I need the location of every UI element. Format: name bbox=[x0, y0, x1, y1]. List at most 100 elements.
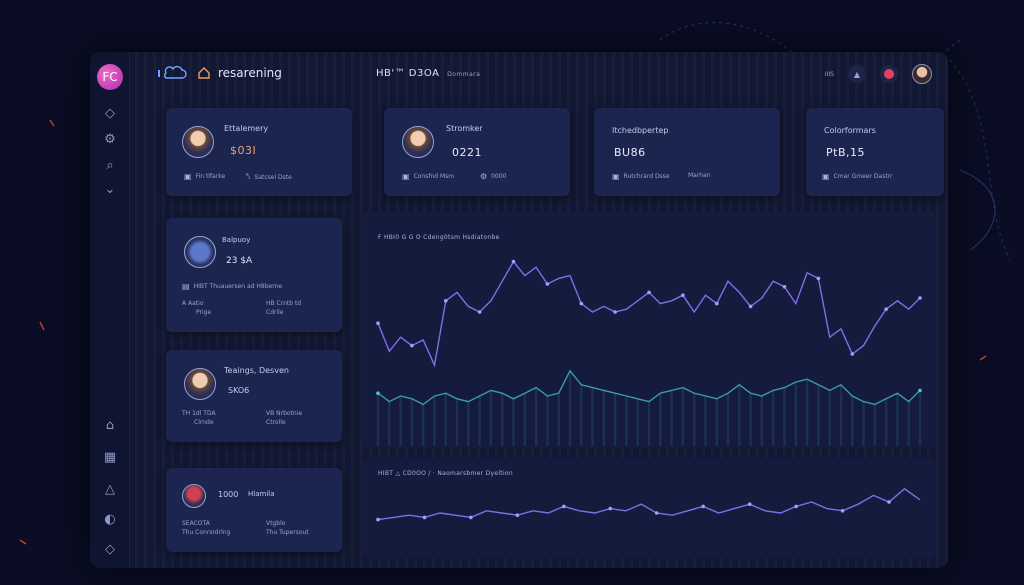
gamepad-icon[interactable]: ⌂ bbox=[105, 418, 115, 433]
main-line-chart bbox=[376, 259, 922, 446]
series-2-bar bbox=[591, 387, 594, 446]
link-icon: ⤣ bbox=[246, 172, 251, 181]
side-card-meta: HB Crntb td Cdrile bbox=[266, 300, 302, 316]
card-icon: ▣ bbox=[402, 172, 410, 181]
side-card-value: 1000 bbox=[218, 490, 239, 499]
stat-meta: ▣ Fin tlfarke bbox=[184, 172, 226, 181]
calendar-icon[interactable]: ▦ bbox=[103, 450, 117, 465]
brand-name: resarening bbox=[218, 66, 282, 80]
stat-label: Stromker bbox=[446, 124, 483, 133]
series-2-bar bbox=[873, 404, 876, 446]
stat-value: 0221 bbox=[452, 146, 482, 159]
series-1-line bbox=[377, 260, 921, 368]
chevron-down-icon[interactable]: ⌄ bbox=[104, 182, 116, 197]
series-2-bar bbox=[467, 401, 470, 446]
series-1-point bbox=[410, 343, 414, 348]
series-1-point bbox=[562, 504, 566, 509]
series-2-bar bbox=[399, 396, 402, 446]
series-2-bar bbox=[523, 393, 526, 446]
notifications-icon[interactable]: ▲ bbox=[848, 65, 866, 83]
series-2-bar bbox=[884, 398, 888, 446]
record-button[interactable] bbox=[880, 65, 898, 83]
side-card-meta: TH 1dl TDA Clrnde bbox=[182, 410, 216, 426]
stat-card-4[interactable]: Colorformars PtB,15 ▣ Cmar Gmeer Dastrr bbox=[806, 108, 944, 196]
series-1-point bbox=[701, 504, 705, 509]
series-1-point bbox=[884, 307, 888, 311]
series-1-point bbox=[816, 276, 821, 281]
series-1-point bbox=[469, 515, 473, 520]
series-2-bar bbox=[839, 384, 843, 446]
side-card-meta: SEACOTA Thu Conrsrdrlng bbox=[182, 520, 231, 536]
chart-title: F HBI0 G G O Cdeng0tsm Hsdiatonbe bbox=[378, 234, 500, 241]
dashboard-window: FC ◇ ⚙ ⌕ ⌄ ⌂ ▦ △ ◐ ◇ resarening HB'™ D3O… bbox=[90, 52, 948, 568]
series-1-point bbox=[647, 290, 651, 295]
page-title: HB'™ D3OA Dommara bbox=[376, 68, 480, 79]
tag-icon: ▤ bbox=[182, 282, 190, 291]
series-2-bar bbox=[444, 393, 447, 446]
stat-value: $03I bbox=[230, 144, 257, 157]
side-card-line: ▤ HIBT Thuauersen ad H8berne bbox=[182, 282, 283, 291]
series-2-bar bbox=[817, 384, 820, 446]
stat-meta: ▣ Rutchrard Dsse bbox=[612, 172, 670, 181]
top-label: IIIS bbox=[824, 70, 834, 78]
series-2-bar bbox=[478, 396, 481, 446]
side-card-3[interactable]: 1000 Hlamila SEACOTA Thu Conrsrdrlng Vtgb… bbox=[166, 468, 342, 552]
series-2-bar bbox=[760, 396, 764, 446]
settings-diamond-icon[interactable]: ◇ bbox=[105, 542, 115, 557]
avatar bbox=[402, 126, 434, 158]
series-2-bar bbox=[501, 393, 504, 446]
app-logo[interactable]: FC bbox=[97, 64, 123, 90]
series-2-bar bbox=[636, 398, 639, 446]
side-card-meta: A Aatio Prige bbox=[182, 300, 212, 316]
side-card-label: Teaings, Desven bbox=[224, 366, 289, 375]
series-2-bar bbox=[862, 401, 865, 446]
series-1-point bbox=[545, 282, 550, 286]
series-1-point bbox=[376, 321, 380, 325]
series-2-bar bbox=[602, 390, 605, 446]
series-2-bar bbox=[828, 390, 831, 446]
stat-card-3[interactable]: Itchedbpertep BU86 ▣ Rutchrard Dsse Marha… bbox=[594, 108, 780, 196]
series-1-point bbox=[477, 310, 482, 314]
series-2-bar bbox=[896, 393, 899, 446]
stat-card-1[interactable]: Ettalemery $03I ▣ Fin tlfarke ⤣ Satcsel Ds… bbox=[166, 108, 352, 196]
chart-icon[interactable]: ◐ bbox=[104, 512, 116, 527]
stat-card-2[interactable]: Stromker 0221 ▣ Consfnd Msm ⚙ 0000 bbox=[384, 108, 570, 196]
side-card-value: 23 $A bbox=[226, 256, 253, 266]
series-1-point bbox=[422, 515, 427, 520]
side-card-value: SKO6 bbox=[228, 386, 250, 395]
series-1-point bbox=[654, 511, 659, 515]
search-icon[interactable]: ⌕ bbox=[106, 158, 114, 173]
series-1-point bbox=[794, 504, 798, 509]
gear-icon[interactable]: ⚙ bbox=[104, 132, 116, 147]
page-title-text: HB'™ D3OA bbox=[376, 68, 440, 79]
main-chart-panel: F HBI0 G G O Cdeng0tsm Hsdiatonbe bbox=[362, 212, 936, 448]
brand[interactable]: resarening bbox=[158, 65, 282, 80]
avatar bbox=[182, 484, 206, 508]
card-icon: ▣ bbox=[822, 172, 830, 181]
series-1-point bbox=[748, 304, 753, 309]
side-card-label: Hlamila bbox=[248, 490, 275, 498]
series-2-bar bbox=[613, 393, 617, 446]
series-2-bar bbox=[715, 398, 718, 446]
stat-meta: ▣ Consfnd Msm bbox=[402, 172, 455, 181]
series-2-bar bbox=[422, 404, 425, 446]
alert-icon[interactable]: △ bbox=[105, 482, 115, 497]
series-2-point bbox=[918, 388, 922, 393]
series-2-bar bbox=[376, 393, 380, 446]
top-bar: resarening HB'™ D3OA Dommara IIIS ▲ bbox=[130, 52, 948, 98]
stat-value: PtB,15 bbox=[826, 146, 865, 159]
side-card-1[interactable]: Balpuoy 23 $A ▤ HIBT Thuauersen ad H8bern… bbox=[166, 218, 342, 332]
series-2-bar bbox=[489, 390, 493, 446]
series-1-point bbox=[782, 285, 787, 289]
user-avatar[interactable] bbox=[912, 64, 932, 84]
diamond-icon[interactable]: ◇ bbox=[105, 106, 115, 121]
avatar bbox=[184, 236, 216, 268]
series-1-point bbox=[515, 513, 520, 517]
series-1-point bbox=[579, 301, 584, 306]
series-1-point bbox=[613, 310, 617, 314]
stat-meta: ⚙ 0000 bbox=[480, 172, 507, 181]
side-card-2[interactable]: Teaings, Desven SKO6 TH 1dl TDA Clrnde VB… bbox=[166, 350, 342, 442]
side-card-meta: Vtgblo Thu Tupersout bbox=[266, 520, 309, 536]
series-2-point bbox=[376, 391, 380, 395]
series-2-bar bbox=[512, 398, 515, 446]
